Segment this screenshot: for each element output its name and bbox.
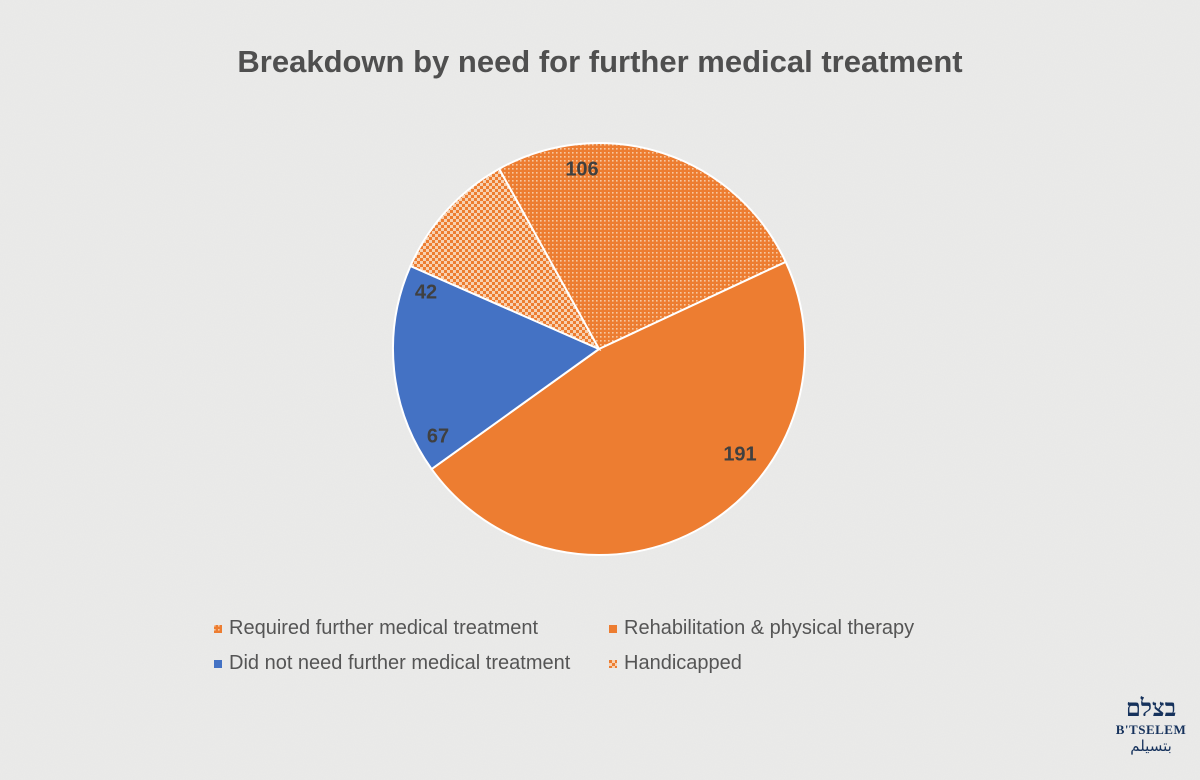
legend-item-rehabilitation: Rehabilitation & physical therapy	[609, 617, 914, 640]
legend-label: Required further medical treatment	[229, 617, 539, 639]
chart-title: Breakdown by need for further medical tr…	[237, 44, 963, 79]
logo-latin: B'TSELEM	[1115, 722, 1187, 737]
legend-swatch	[214, 624, 222, 633]
pie-data-label: 67	[427, 425, 449, 447]
legend-label: Handicapped	[624, 652, 742, 674]
pie-data-label: 106	[565, 158, 598, 180]
legend-label: Did not need further medical treatment	[229, 652, 571, 674]
logo-hebrew: בצלם	[1125, 693, 1177, 722]
pie-data-label: 42	[415, 281, 437, 303]
logo-arabic: بتسيلم	[1130, 737, 1172, 755]
legend-swatch	[609, 659, 617, 668]
legend-swatch	[609, 624, 617, 633]
legend-item-required-treatment: Required further medical treatment	[214, 617, 538, 640]
pie-slice	[430, 260, 806, 556]
legend-swatch	[214, 659, 222, 668]
legend-item-handicapped: Handicapped	[609, 652, 742, 675]
pie-slice	[392, 264, 602, 471]
btselem-logo: בצלם B'TSELEM بتسيلم	[1108, 693, 1194, 756]
legend-label: Rehabilitation & physical therapy	[624, 617, 915, 639]
pie-data-label: 191	[723, 443, 756, 465]
pie-slice	[409, 167, 602, 352]
legend-item-no-treatment: Did not need further medical treatment	[214, 652, 570, 675]
